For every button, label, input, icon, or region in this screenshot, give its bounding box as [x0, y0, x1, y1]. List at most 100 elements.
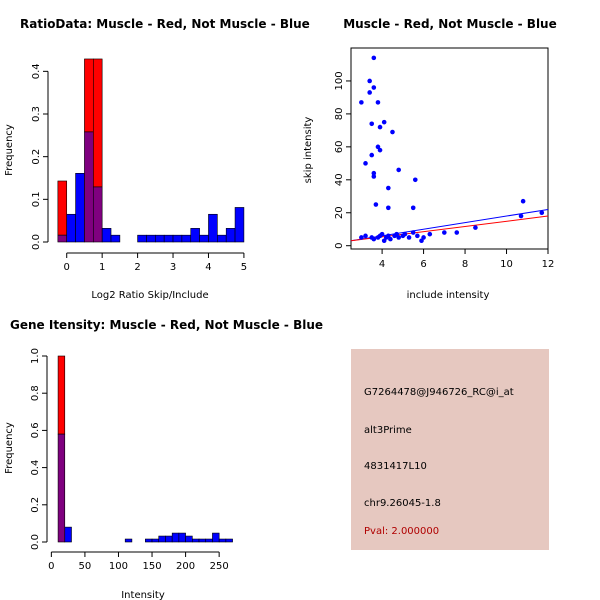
- intensity-scatter-point: [388, 236, 393, 242]
- intensity-scatter-point: [539, 210, 545, 216]
- ratio-histogram-bar-muscle: [92, 58, 103, 188]
- ratio-histogram-x-tick-label: 1: [99, 262, 105, 273]
- intensity-scatter-point: [396, 235, 401, 240]
- intensity-histogram-x-tick-label: 250: [210, 561, 229, 572]
- ratio-histogram-y-tick-label: 0.1: [31, 191, 42, 207]
- intensity-scatter: Muscle - Red, Not Muscle - Blue include …: [303, 17, 557, 301]
- intensity-histogram-bar-not-muscle: [178, 532, 186, 543]
- intensity-scatter-y-tick-label: 80: [334, 108, 345, 121]
- intensity-scatter-point: [396, 167, 401, 173]
- ratio-histogram-bar-not-muscle: [172, 234, 183, 243]
- intensity-scatter-point: [371, 85, 377, 90]
- intensity-histogram-bar-not-muscle: [64, 526, 72, 543]
- intensity-scatter-title: Muscle - Red, Not Muscle - Blue: [343, 17, 557, 31]
- ratio-histogram-y-tick-label: 0.3: [31, 106, 42, 122]
- intensity-scatter-point: [427, 231, 433, 237]
- info-panel: G7264478@J946726_RC@i_at alt3Prime 48314…: [351, 349, 549, 550]
- intensity-scatter-point: [402, 231, 408, 237]
- intensity-histogram: Gene Itensity: Muscle - Red, Not Muscle …: [4, 318, 323, 600]
- intensity-histogram-bar-not-muscle: [165, 535, 173, 543]
- ratio-histogram-x-tick-label: 0: [64, 262, 70, 273]
- ratio-histogram-bar-not-muscle: [199, 234, 209, 243]
- ratio-histogram-bar-not-muscle: [163, 234, 174, 243]
- ratio-histogram-bar-not-muscle: [155, 234, 165, 243]
- ratio-histogram-bar-not-muscle: [208, 213, 218, 243]
- ratio-histogram-bar-not-muscle: [225, 228, 236, 243]
- intensity-histogram-bars: [57, 355, 233, 543]
- intensity-scatter-point: [363, 233, 368, 239]
- ratio-histogram-bar-not-muscle: [66, 213, 76, 243]
- intensity-histogram-y-tick-label: 0.0: [30, 534, 41, 550]
- intensity-histogram-x-tick-label: 0: [48, 561, 54, 572]
- intensity-histogram-y-tick-label: 0.6: [30, 422, 41, 438]
- intensity-scatter-point: [454, 230, 460, 235]
- ratio-histogram-bar-not-muscle: [234, 207, 245, 243]
- ratio-histogram-axes: 0 1 2 3 4 5 0.0 0.1 0.2 0.3 0.4: [31, 63, 247, 273]
- intensity-scatter-point: [394, 231, 399, 237]
- intensity-histogram-axes: 0 50 100 150 200 250 0.0 0.2 0.4 0.6 0.8 1.0: [30, 348, 229, 572]
- ratio-histogram-bar-overlap: [84, 131, 94, 243]
- intensity-histogram-y-tick-label: 1.0: [30, 348, 41, 364]
- intensity-scatter-point: [381, 119, 387, 125]
- intensity-scatter-y-tick-label: 60: [334, 140, 345, 153]
- intensity-scatter-point: [518, 213, 524, 219]
- intensity-scatter-point: [377, 147, 383, 153]
- intensity-histogram-x-tick-label: 100: [109, 561, 128, 572]
- intensity-scatter-point: [375, 100, 381, 105]
- ratio-histogram-bar-overlap: [92, 186, 103, 243]
- intensity-scatter-point: [520, 198, 526, 204]
- intensity-scatter-points: [359, 55, 545, 244]
- probe-id: G7264478@J946726_RC@i_at: [364, 387, 514, 398]
- p-value: Pval: 2.000000: [364, 526, 440, 537]
- ratio-histogram-x-tick-label: 2: [134, 262, 140, 273]
- ratio-histogram-bars: [57, 58, 245, 243]
- intensity-scatter-point: [410, 230, 416, 235]
- intensity-scatter-fit-line: [350, 215, 549, 242]
- intensity-scatter-point: [386, 185, 391, 191]
- intensity-scatter-y-tick-label: 40: [334, 173, 345, 186]
- intensity-scatter-point: [371, 174, 377, 179]
- intensity-scatter-axes: 4 6 8 10 12 0 20 40 60 80 100: [334, 71, 554, 270]
- intensity-scatter-y-tick-label: 0: [334, 243, 345, 249]
- ratio-histogram-bar-muscle: [57, 180, 68, 236]
- intensity-scatter-y-tick-label: 20: [334, 206, 345, 219]
- intensity-scatter-point: [412, 177, 418, 183]
- intensity-histogram-bar-not-muscle: [145, 538, 153, 543]
- intensity-histogram-bar-not-muscle: [205, 538, 213, 543]
- intensity-scatter-point: [386, 233, 391, 239]
- intensity-scatter-point: [473, 225, 478, 230]
- intensity-scatter-x-tick-label: 6: [420, 259, 426, 270]
- ratio-histogram-y-tick-label: 0.4: [31, 63, 42, 79]
- ratio-histogram-bar-not-muscle: [217, 234, 227, 243]
- intensity-scatter-point: [359, 235, 364, 240]
- intensity-scatter-frame: [350, 47, 549, 250]
- intensity-histogram-bar-not-muscle: [158, 535, 166, 543]
- intensity-scatter-point: [377, 124, 383, 130]
- ratio-histogram: RatioData: Muscle - Red, Not Muscle - Bl…: [4, 17, 310, 301]
- ratio-histogram-bar-not-muscle: [110, 234, 121, 243]
- intensity-scatter-x-tick-label: 10: [500, 259, 513, 270]
- intensity-scatter-point: [421, 235, 426, 240]
- intensity-scatter-point: [359, 100, 364, 105]
- intensity-scatter-x-tick-label: 12: [542, 259, 555, 270]
- intensity-histogram-bar-not-muscle: [212, 532, 220, 543]
- genomic-location: chr9.26045-1.8: [364, 498, 441, 509]
- ratio-histogram-y-tick-label: 0.2: [31, 149, 42, 165]
- intensity-histogram-ylabel: Frequency: [4, 422, 15, 474]
- intensity-histogram-bar-not-muscle: [225, 538, 233, 543]
- intensity-scatter-x-tick-label: 4: [379, 259, 385, 270]
- intensity-histogram-bar-not-muscle: [124, 538, 133, 543]
- ratio-histogram-x-tick-label: 3: [170, 262, 176, 273]
- intensity-scatter-xlabel: include intensity: [407, 290, 490, 301]
- intensity-histogram-x-tick-label: 150: [142, 561, 161, 572]
- intensity-histogram-xlabel: Intensity: [121, 590, 165, 600]
- intensity-histogram-bar-overlap: [57, 433, 66, 543]
- intensity-scatter-point: [386, 205, 391, 211]
- ratio-histogram-bar-muscle: [84, 58, 94, 133]
- intensity-histogram-bar-not-muscle: [151, 538, 160, 543]
- intensity-histogram-bar-not-muscle: [171, 532, 180, 543]
- intensity-scatter-point: [371, 55, 377, 61]
- intensity-scatter-point: [371, 236, 377, 242]
- ratio-histogram-bar-not-muscle: [101, 228, 112, 243]
